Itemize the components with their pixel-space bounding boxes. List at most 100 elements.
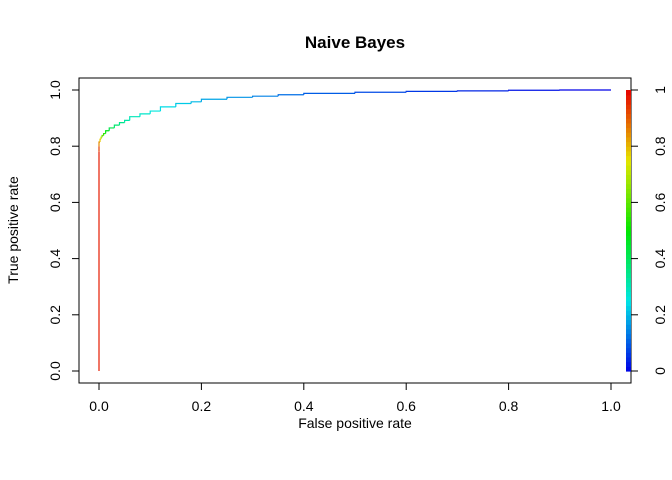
colorbar-swatch bbox=[626, 258, 631, 264]
colorbar-swatch bbox=[626, 146, 631, 152]
roc-segment bbox=[105, 130, 110, 134]
roc-curve bbox=[98, 89, 611, 371]
roc-segment bbox=[139, 113, 151, 117]
colorbar-swatch bbox=[626, 272, 631, 278]
colorbar-swatch bbox=[626, 319, 631, 325]
colorbar-swatch bbox=[626, 305, 631, 311]
colorbar-swatch bbox=[626, 141, 631, 147]
colorbar-swatch bbox=[626, 197, 631, 203]
colorbar-swatch bbox=[626, 347, 631, 353]
x-tick-label: 0.8 bbox=[499, 398, 519, 414]
y-tick-label: 0.4 bbox=[47, 249, 63, 269]
x-axis-label: False positive rate bbox=[298, 415, 412, 431]
colorbar-swatch bbox=[626, 122, 631, 129]
colorbar-swatch bbox=[626, 342, 631, 349]
roc-segment bbox=[124, 119, 130, 123]
colorbar-swatch bbox=[626, 286, 631, 292]
colorbar-swatch bbox=[626, 211, 631, 218]
colorbar-swatch bbox=[626, 310, 631, 316]
colorbar-swatch bbox=[626, 118, 631, 124]
colorbar-swatch bbox=[626, 314, 631, 321]
y-tick-label: 0.8 bbox=[47, 136, 63, 156]
y-axis-label: True positive rate bbox=[5, 176, 21, 284]
chart-title: Naive Bayes bbox=[305, 33, 405, 52]
colorbar-swatch bbox=[626, 132, 631, 138]
y-tick-label: 1.0 bbox=[47, 80, 63, 100]
colorbar-tick-label: 1 bbox=[652, 86, 668, 94]
colorbar-swatch bbox=[626, 188, 631, 194]
colorbar-tick-label: 0.4 bbox=[652, 249, 668, 269]
colorbar-swatch bbox=[626, 216, 631, 222]
colorbar-swatch bbox=[626, 253, 631, 260]
roc-segment bbox=[103, 132, 106, 136]
y-tick-label: 0.0 bbox=[47, 361, 63, 381]
colorbar-swatch bbox=[626, 291, 631, 297]
colorbar-swatch bbox=[626, 244, 631, 250]
colorbar-swatch bbox=[626, 164, 631, 171]
colorbar-swatch bbox=[626, 230, 631, 236]
roc-segment bbox=[175, 102, 192, 107]
colorbar-swatch bbox=[626, 300, 631, 307]
colorbar: 0 0.2 0.4 0.6 0.8 1 bbox=[626, 86, 668, 375]
roc-segment bbox=[159, 106, 176, 112]
colorbar-swatch bbox=[626, 235, 631, 241]
roc-segment bbox=[129, 116, 140, 121]
colorbar-swatch bbox=[626, 366, 631, 372]
colorbar-swatch bbox=[626, 296, 631, 302]
roc-segment bbox=[98, 141, 101, 147]
colorbar-swatch bbox=[626, 94, 631, 100]
x-tick-label: 0.6 bbox=[396, 398, 416, 414]
colorbar-swatch bbox=[626, 127, 631, 133]
roc-segment bbox=[118, 121, 125, 126]
plot-frame bbox=[78, 77, 632, 384]
colorbar-swatch bbox=[626, 338, 631, 344]
roc-segment bbox=[200, 98, 227, 102]
roc-segment bbox=[456, 90, 509, 92]
roc-segment bbox=[277, 94, 304, 97]
colorbar-swatch bbox=[626, 108, 631, 115]
colorbar-swatch bbox=[626, 249, 631, 255]
x-tick-label: 1.0 bbox=[601, 398, 621, 414]
roc-segment bbox=[303, 92, 355, 95]
colorbar-swatch bbox=[626, 169, 631, 175]
colorbar-swatch bbox=[626, 183, 631, 189]
roc-segment bbox=[354, 91, 407, 94]
x-tick-label: 0.2 bbox=[192, 398, 212, 414]
roc-segment bbox=[113, 124, 120, 128]
colorbar-swatch bbox=[626, 356, 631, 363]
colorbar-tick-label: 0 bbox=[652, 367, 668, 375]
roc-segment bbox=[252, 95, 279, 98]
x-axis: 0.0 0.2 0.4 0.6 0.8 1.0 bbox=[89, 382, 621, 414]
y-tick-label: 0.6 bbox=[47, 192, 63, 212]
colorbar-swatch bbox=[626, 90, 631, 96]
colorbar-swatch bbox=[626, 282, 631, 288]
colorbar-swatch bbox=[626, 136, 631, 143]
colorbar-swatch bbox=[626, 160, 631, 166]
roc-segment bbox=[405, 90, 458, 93]
colorbar-tick-label: 0.2 bbox=[652, 305, 668, 325]
colorbar-swatch bbox=[626, 352, 631, 358]
roc-segment bbox=[508, 89, 560, 91]
colorbar-swatch bbox=[626, 263, 631, 269]
roc-segment bbox=[149, 110, 161, 114]
roc-segment bbox=[99, 138, 102, 142]
roc-segment bbox=[100, 136, 103, 140]
colorbar-swatch bbox=[626, 207, 631, 213]
roc-segment bbox=[108, 127, 115, 131]
colorbar-swatch bbox=[626, 225, 631, 232]
x-tick-label: 0.4 bbox=[294, 398, 314, 414]
x-tick-label: 0.0 bbox=[89, 398, 109, 414]
colorbar-swatch bbox=[626, 221, 631, 227]
colorbar-swatch bbox=[626, 178, 631, 185]
colorbar-swatch bbox=[626, 155, 631, 161]
colorbar-swatch bbox=[626, 113, 631, 119]
colorbar-swatch bbox=[626, 104, 631, 110]
colorbar-tick-label: 0.6 bbox=[652, 192, 668, 212]
colorbar-swatch bbox=[626, 277, 631, 283]
roc-segment bbox=[190, 101, 202, 104]
colorbar-swatch bbox=[626, 239, 631, 246]
colorbar-swatch bbox=[626, 174, 631, 180]
y-axis: 0.0 0.2 0.4 0.6 0.8 1.0 bbox=[47, 80, 80, 381]
colorbar-swatch bbox=[626, 361, 631, 367]
